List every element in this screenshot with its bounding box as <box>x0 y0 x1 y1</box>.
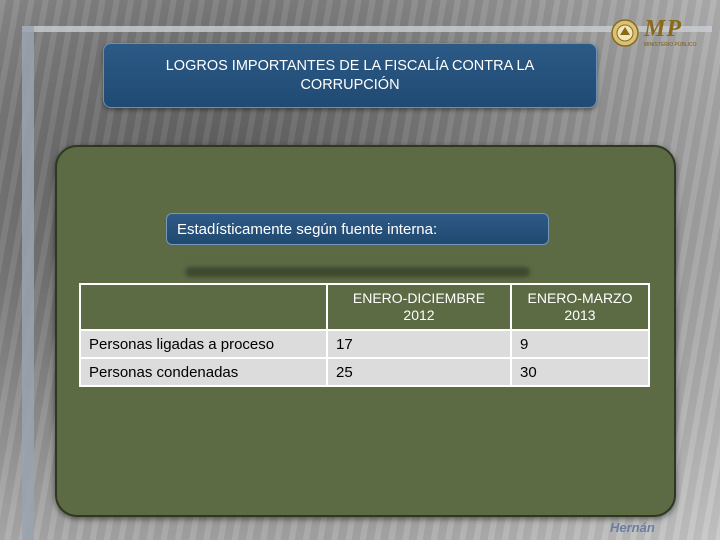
author-signature: Hernán <box>610 520 655 535</box>
header-cell-2012: ENERO-DICIEMBRE 2012 <box>326 283 512 331</box>
row-label: Personas condenadas <box>79 357 328 387</box>
table-row: Personas condenadas 25 30 <box>79 357 650 387</box>
slide-title: LOGROS IMPORTANTES DE LA FISCALÍA CONTRA… <box>165 57 535 93</box>
logo-subtext: MINISTERIO PÚBLICO <box>644 42 697 48</box>
frame-top-bar <box>22 26 712 32</box>
title-banner: LOGROS IMPORTANTES DE LA FISCALÍA CONTRA… <box>103 43 597 108</box>
subtitle-shadow <box>185 267 530 277</box>
stats-table: ENERO-DICIEMBRE 2012 ENERO-MARZO 2013 Pe… <box>79 283 650 387</box>
row-value-2013: 9 <box>510 329 650 359</box>
row-label: Personas ligadas a proceso <box>79 329 328 359</box>
seal-icon <box>611 19 639 47</box>
frame-left-bar <box>22 26 34 540</box>
header-cell-2013: ENERO-MARZO 2013 <box>510 283 650 331</box>
row-value-2012: 25 <box>326 357 512 387</box>
row-value-2013: 30 <box>510 357 650 387</box>
header-cell-empty <box>79 283 328 331</box>
mp-logo: MP MINISTERIO PÚBLICO <box>610 16 706 52</box>
table-header-row: ENERO-DICIEMBRE 2012 ENERO-MARZO 2013 <box>79 283 650 331</box>
table-row: Personas ligadas a proceso 17 9 <box>79 329 650 359</box>
row-value-2012: 17 <box>326 329 512 359</box>
logo-letters: MP <box>644 16 682 42</box>
subtitle-banner: Estadísticamente según fuente interna: <box>166 213 549 245</box>
